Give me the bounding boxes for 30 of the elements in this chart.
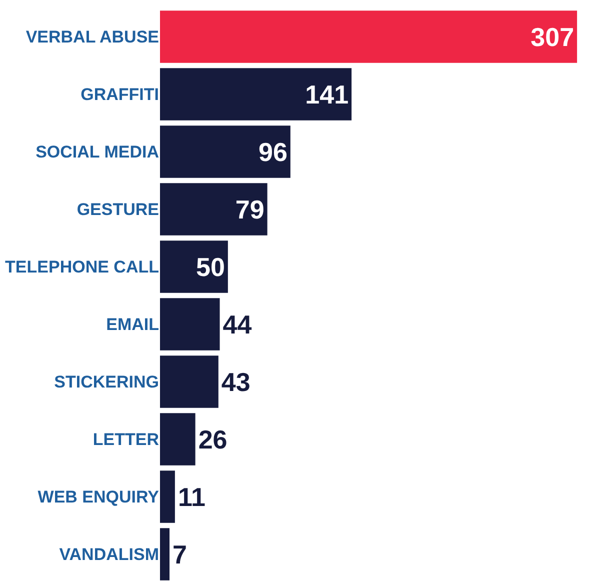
y-tick-label: SOCIAL MEDIA [36,142,159,162]
data-label: 96 [258,136,288,167]
y-tick-label: EMAIL [106,315,159,334]
bar [160,528,170,580]
data-label: 50 [196,252,225,282]
bar [160,183,268,236]
data-label: 11 [178,482,206,512]
y-tick-label: GRAFFITI [80,85,159,104]
y-tick-label: LETTER [92,430,159,450]
data-label: 307 [530,22,574,52]
y-tick-label: WEB ENQUIRY [38,488,160,507]
data-label: 44 [222,309,252,340]
bar [160,298,220,350]
data-label: 43 [221,366,250,397]
data-label: 7 [172,539,187,570]
data-label: 26 [198,424,228,454]
y-tick-label: TELEPHONE CALL [5,258,159,277]
data-label: 141 [305,79,349,110]
y-tick-label: GESTURE [76,200,159,220]
bar [160,413,196,466]
bar [160,68,352,120]
y-tick-label: VANDALISM [59,545,159,564]
bar [160,240,228,293]
bar [160,10,578,63]
bar [160,126,290,178]
data-label: 79 [235,194,264,224]
y-tick-label: VERBAL ABUSE [26,28,159,47]
bar [160,470,175,523]
y-tick-label: STICKERING [54,372,159,392]
bar [160,356,218,408]
